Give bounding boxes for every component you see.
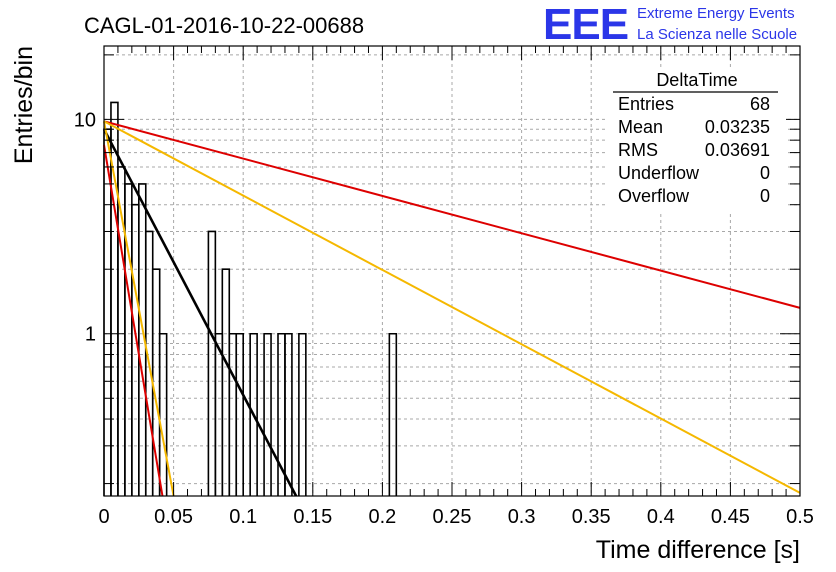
histogram-bin [207, 230, 217, 496]
x-tick-label: 0.1 [229, 506, 257, 528]
histogram-bin [298, 332, 307, 496]
x-tick-label: 0.4 [647, 506, 675, 528]
histogram-bin [158, 332, 168, 496]
x-tick-label: 0.35 [572, 506, 611, 528]
stats-value-rms: 0.03691 [705, 140, 770, 160]
x-tick-label: 0.3 [508, 506, 536, 528]
histogram-bin [228, 332, 238, 496]
histogram-bin [249, 332, 258, 496]
axis-ticks: 0 0.05 0.1 0.15 0.2 0.25 0.3 0.35 0.4 0.45 0.5 1 10 [74, 46, 814, 528]
brand-line-1: Extreme Energy Events [637, 5, 795, 22]
x-tick-label: 0.45 [711, 506, 750, 528]
histogram-bin [388, 332, 398, 496]
fit-line-3 [103, 120, 801, 494]
x-tick-label: 0.25 [433, 506, 472, 528]
chart-title: CAGL-01-2016-10-22-00688 [84, 13, 364, 38]
fit-lines [102, 120, 801, 497]
x-axis-title: Time difference [s] [596, 536, 800, 564]
fit-line-2 [103, 120, 801, 309]
y-tick-label: 10 [74, 109, 96, 131]
x-tick-label: 0.2 [368, 506, 396, 528]
y-tick-label: 1 [85, 324, 96, 346]
x-tick-label: 0.05 [154, 506, 193, 528]
stats-label-rms: RMS [618, 140, 658, 160]
stats-label-mean: Mean [618, 117, 663, 137]
stats-value-entries: 68 [750, 94, 770, 114]
histogram-bin [263, 332, 272, 496]
fit-line-5 [103, 144, 164, 497]
histogram-bin [221, 268, 231, 496]
stats-value-overflow: 0 [760, 186, 770, 206]
histogram-bin [124, 183, 133, 496]
histogram-bars [103, 101, 398, 496]
y-axis-title: Entries/bin [10, 46, 38, 164]
histogram-bin [214, 332, 224, 496]
stats-label-entries: Entries [618, 94, 674, 114]
fit-line-4 [103, 121, 175, 497]
stats-box: DeltaTime Entries 68 Mean 0.03235 RMS 0.… [608, 68, 786, 212]
stats-value-underflow: 0 [760, 163, 770, 183]
histogram-bin [235, 332, 244, 496]
brand-line-2: La Scienza nelle Scuole [637, 26, 797, 43]
eee-logo-text: EEE [543, 0, 628, 49]
stats-name: DeltaTime [656, 70, 737, 90]
x-tick-label: 0 [98, 506, 109, 528]
x-tick-label: 0.5 [786, 506, 814, 528]
x-tick-label: 0.15 [293, 506, 332, 528]
histogram-bin [284, 332, 293, 496]
eee-logo: EEE Extreme Energy Events La Scienza nel… [543, 0, 797, 49]
stats-value-mean: 0.03235 [705, 117, 770, 137]
fit-line-1 [102, 128, 298, 497]
stats-label-overflow: Overflow [618, 186, 690, 206]
stats-label-underflow: Underflow [618, 163, 700, 183]
